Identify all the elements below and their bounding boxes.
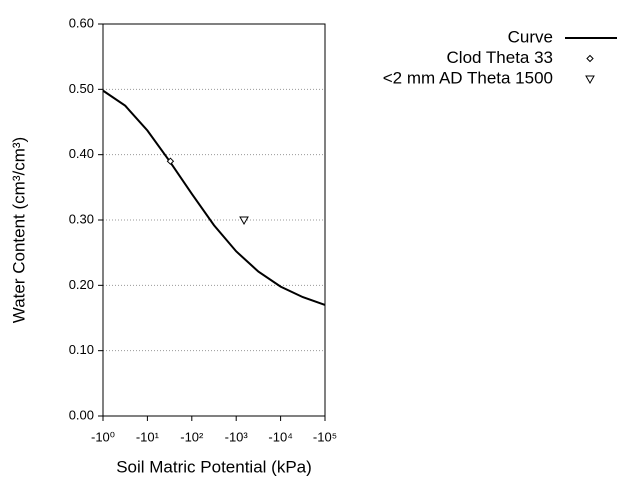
y-tick-label: 0.00 [69, 407, 94, 422]
legend-label: Curve [508, 27, 553, 46]
legend-marker [585, 75, 595, 85]
legend-label: <2 mm AD Theta 1500 [383, 68, 553, 87]
data-point [166, 157, 175, 165]
x-tick-label: -10¹ [136, 429, 160, 444]
data-point [239, 216, 249, 226]
x-tick-label: -10⁰ [91, 429, 115, 444]
legend-label: Clod Theta 33 [447, 48, 553, 67]
y-tick-label: 0.50 [69, 81, 94, 96]
y-tick-label: 0.10 [69, 342, 94, 357]
x-tick-label: -10³ [225, 429, 249, 444]
plot-frame [102, 23, 326, 417]
y-tick-label: 0.40 [69, 146, 94, 161]
curve-line [102, 89, 326, 306]
x-tick-label: -10² [180, 429, 204, 444]
y-tick-label: 0.60 [69, 15, 94, 30]
x-axis-label: Soil Matric Potential (kPa) [116, 457, 312, 476]
y-tick-label: 0.20 [69, 277, 94, 292]
x-tick-label: -10⁵ [313, 429, 337, 444]
y-axis-label: Water Content (cm³/cm³) [9, 137, 28, 323]
legend-marker [586, 54, 594, 63]
y-tick-label: 0.30 [69, 211, 94, 226]
x-tick-label: -10⁴ [268, 429, 292, 444]
